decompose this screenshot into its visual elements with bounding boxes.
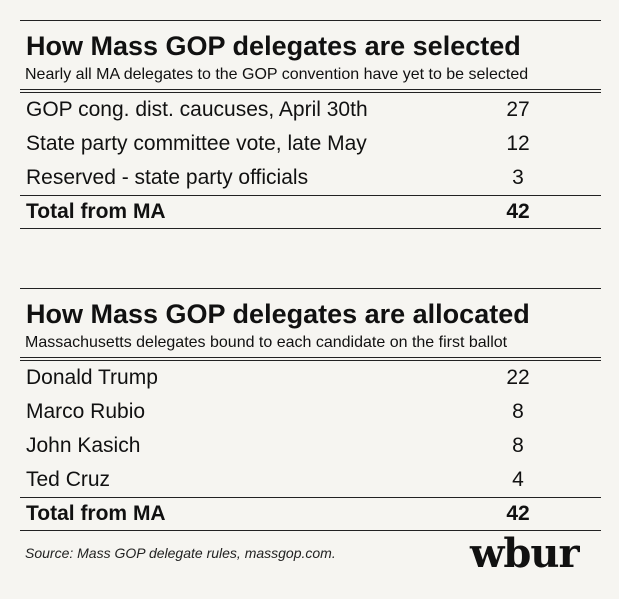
- header-divider: [20, 89, 601, 93]
- total-row: Total from MA 42: [20, 497, 601, 531]
- row-label: Reserved - state party officials: [26, 166, 309, 189]
- table-row: Donald Trump 22: [20, 361, 601, 395]
- table-row: State party committee vote, late May 12: [20, 127, 601, 161]
- row-value: 8: [512, 434, 524, 457]
- row-label: State party committee vote, late May: [26, 132, 367, 155]
- delegates-allocated-table: How Mass GOP delegates are allocated Mas…: [20, 288, 601, 531]
- table-row: Ted Cruz 4: [20, 463, 601, 497]
- source-note: Source: Mass GOP delegate rules, massgop…: [25, 545, 336, 561]
- total-row: Total from MA 42: [20, 195, 601, 229]
- wbur-logo: wbur: [470, 530, 580, 577]
- delegates-selected-table: How Mass GOP delegates are selected Near…: [20, 20, 601, 229]
- top-rule: [20, 20, 601, 21]
- row-label: Marco Rubio: [26, 400, 146, 423]
- row-value: 8: [512, 400, 524, 423]
- total-value: 42: [506, 200, 530, 223]
- table-subtitle: Massachusetts delegates bound to each ca…: [25, 334, 508, 351]
- total-label: Total from MA: [26, 200, 166, 223]
- row-label: John Kasich: [26, 434, 141, 457]
- row-label: Donald Trump: [26, 366, 158, 389]
- row-value: 4: [512, 468, 524, 491]
- row-value: 12: [506, 132, 530, 155]
- table-subtitle: Nearly all MA delegates to the GOP conve…: [25, 66, 529, 83]
- total-label: Total from MA: [26, 502, 166, 525]
- table-row: John Kasich 8: [20, 429, 601, 463]
- table-row: Marco Rubio 8: [20, 395, 601, 429]
- table-row: Reserved - state party officials 3: [20, 161, 601, 195]
- top-rule: [20, 288, 601, 289]
- total-value: 42: [506, 502, 530, 525]
- row-value: 22: [506, 366, 530, 389]
- header-divider: [20, 357, 601, 361]
- row-label: Ted Cruz: [26, 468, 111, 491]
- table-title: How Mass GOP delegates are selected: [26, 31, 521, 61]
- table-title: How Mass GOP delegates are allocated: [26, 299, 530, 329]
- table-row: GOP cong. dist. caucuses, April 30th 27: [20, 93, 601, 127]
- row-label: GOP cong. dist. caucuses, April 30th: [26, 98, 368, 121]
- row-value: 3: [512, 166, 524, 189]
- row-value: 27: [506, 98, 530, 121]
